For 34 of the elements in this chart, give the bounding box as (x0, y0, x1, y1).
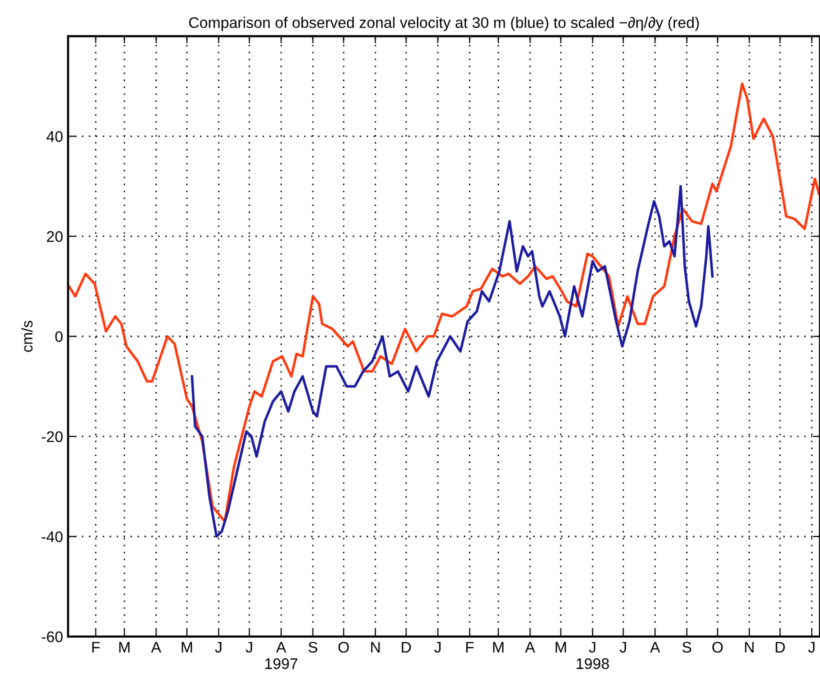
x-tick-label: D (402, 642, 411, 652)
x-tick-label: J (620, 642, 626, 653)
line-series (68, 82, 820, 523)
x-tick-label: N (745, 642, 754, 652)
y-tick-label: 0 (55, 331, 63, 342)
y-tick-label: -20 (42, 431, 63, 442)
y-tick-label: -60 (42, 631, 63, 642)
x-tick-label: F (466, 642, 474, 652)
x-tick-label: M (182, 642, 192, 652)
x-tick-label: J (808, 642, 814, 653)
x-tick-label: M (493, 642, 504, 652)
line-series (190, 185, 714, 538)
x-tick-label: F (92, 642, 100, 652)
chart-title: Comparison of observed zonal velocity at 30 m (blue) to scaled −∂η/∂y (red) (189, 16, 699, 32)
x-tick-label: S (308, 642, 318, 653)
x-tick-label: J (434, 642, 441, 653)
y-tick-label: -40 (42, 531, 63, 542)
x-tick-label: N (371, 642, 380, 652)
x-tick-label: A (525, 642, 536, 652)
x-tick-label: D (776, 642, 785, 652)
x-tick-label: J (215, 642, 222, 653)
x-tick-label: A (650, 642, 660, 652)
y-tick-label: 20 (46, 231, 63, 242)
x-tick-label: M (119, 642, 130, 652)
y-tick-label: 40 (46, 131, 63, 142)
x-tick-label: O (338, 642, 349, 653)
x-tick-label: J 1998 (576, 642, 609, 670)
x-tick-label: A 1997 (265, 642, 298, 670)
y-axis-title: cm/s (21, 320, 33, 352)
x-tick-label: S (682, 642, 692, 653)
x-tick-label: O (712, 642, 723, 653)
x-tick-label: M (556, 642, 566, 652)
x-tick-label: A (151, 642, 162, 652)
x-tick-label: J (246, 642, 252, 653)
